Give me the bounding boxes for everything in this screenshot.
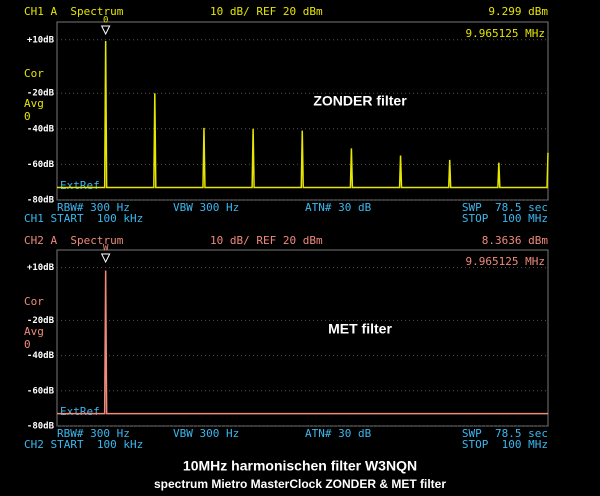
plot-frame bbox=[56, 249, 549, 427]
setting-label: RBW# 300 Hz bbox=[57, 201, 130, 214]
side-label: Avg bbox=[24, 325, 44, 338]
stop-label: STOP 100 MHz bbox=[462, 438, 548, 451]
setting-label: SWP 78.5 sec bbox=[462, 427, 548, 440]
trace bbox=[57, 270, 548, 415]
footer-subtitle: spectrum Mietro MasterClock ZONDER & MET… bbox=[154, 477, 446, 491]
side-label: 0 bbox=[24, 110, 31, 123]
start-label: CH1 START 100 kHz bbox=[24, 212, 143, 225]
annotation: ZONDER filter bbox=[313, 93, 407, 109]
channel-label: CH2 A Spectrum bbox=[24, 234, 124, 247]
side-label: Cor bbox=[24, 295, 44, 308]
y-tick-label: +10dB bbox=[27, 35, 55, 45]
scale-label: 10 dB/ REF 20 dBm bbox=[210, 5, 323, 18]
trace bbox=[57, 41, 549, 189]
marker-frequency: 9.965125 MHz bbox=[466, 255, 545, 268]
y-tick-label: -40dB bbox=[27, 351, 55, 361]
setting-label: SWP 78.5 sec bbox=[462, 201, 548, 214]
marker-label: 0 bbox=[103, 16, 108, 26]
setting-label: VBW 300 Hz bbox=[173, 427, 239, 440]
y-tick-label: -20dB bbox=[27, 89, 55, 99]
y-tick-label: -40dB bbox=[27, 124, 55, 134]
footer-title: 10MHz harmonischen filter W3NQN bbox=[183, 458, 417, 474]
ref-label: ExtRef bbox=[60, 179, 100, 192]
y-tick-label: -20dB bbox=[27, 316, 55, 326]
stop-label: STOP 100 MHz bbox=[462, 212, 548, 225]
marker-level: 9.299 dBm bbox=[488, 5, 548, 18]
side-label: Avg bbox=[24, 97, 44, 110]
side-label: 0 bbox=[24, 338, 31, 351]
annotation: MET filter bbox=[328, 321, 392, 337]
y-tick-label: -60dB bbox=[27, 160, 55, 170]
y-tick-label: -80dB bbox=[27, 422, 55, 432]
setting-label: ATN# 30 dB bbox=[305, 427, 372, 440]
plot-frame bbox=[56, 21, 549, 201]
marker-level: 8.3636 dBm bbox=[482, 234, 549, 247]
marker-triangle bbox=[100, 253, 111, 264]
marker-label: W bbox=[103, 244, 109, 254]
marker-frequency: 9.965125 MHz bbox=[466, 27, 545, 40]
setting-label: RBW# 300 Hz bbox=[57, 427, 130, 440]
side-label: Cor bbox=[24, 67, 44, 80]
channel-label: CH1 A Spectrum bbox=[24, 5, 124, 18]
marker-triangle bbox=[100, 25, 111, 36]
setting-label: VBW 300 Hz bbox=[173, 201, 239, 214]
setting-label: ATN# 30 dB bbox=[305, 201, 372, 214]
y-tick-label: -80dB bbox=[27, 196, 55, 206]
start-label: CH2 START 100 kHz bbox=[24, 438, 143, 451]
y-tick-label: +10dB bbox=[27, 263, 55, 273]
ref-label: ExtRef bbox=[60, 405, 100, 418]
scale-label: 10 dB/ REF 20 dBm bbox=[210, 234, 323, 247]
y-tick-label: -60dB bbox=[27, 386, 55, 396]
